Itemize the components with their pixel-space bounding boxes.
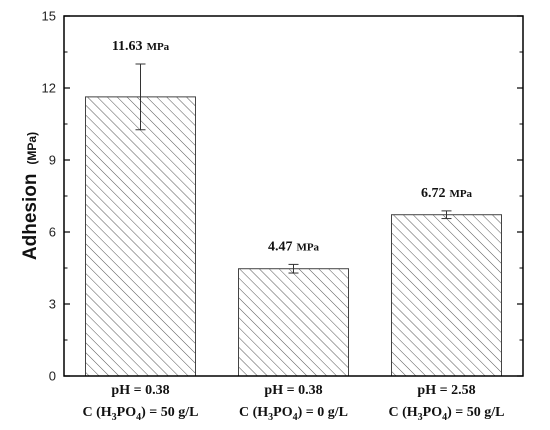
y-tick-label-3: 3	[49, 297, 56, 312]
bar-2	[238, 268, 349, 377]
category-label-3-line2: C (H3PO4) = 50 g/L	[389, 405, 505, 423]
error-bar-3	[441, 210, 452, 220]
category-label-2-line2: C (H3PO4) = 0 g/L	[239, 405, 348, 423]
y-tick-label-6: 6	[49, 225, 56, 240]
labels-layer: 11.63 MPa pH = 0.38 C (H3PO4) = 50 g/L 4.47 M…	[83, 39, 505, 423]
value-label-2: 4.47 MPa	[268, 239, 320, 254]
bar-1	[85, 96, 196, 377]
y-tick-label-15: 15	[42, 9, 56, 24]
y-tick-label-9: 9	[49, 153, 56, 168]
value-label-3: 6.72 MPa	[421, 186, 473, 201]
y-axis-label: Adhesion (MPa)	[20, 132, 41, 260]
category-label-1-line1: pH = 0.38	[111, 383, 169, 398]
category-label-3-line1: pH = 2.58	[417, 383, 475, 398]
error-bar-1	[135, 63, 146, 131]
category-label-2-line1: pH = 0.38	[264, 383, 322, 398]
category-label-1-line2: C (H3PO4) = 50 g/L	[83, 405, 199, 423]
y-tick-label-0: 0	[49, 369, 56, 384]
value-label-1: 11.63 MPa	[112, 39, 170, 54]
error-bar-2	[288, 263, 299, 274]
y-axis-label-text: Adhesion	[20, 174, 41, 261]
bar-3	[391, 214, 502, 377]
y-tick-label-12: 12	[42, 81, 56, 96]
error-bars-layer	[135, 63, 452, 274]
y-axis-label-unit: (MPa)	[25, 132, 39, 165]
bars-layer	[85, 96, 502, 377]
axes-layer: 0 3 6 9 12 15	[42, 9, 524, 384]
